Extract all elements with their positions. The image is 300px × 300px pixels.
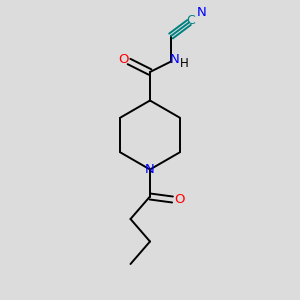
- Text: N: N: [197, 6, 206, 20]
- Text: N: N: [145, 163, 155, 176]
- Text: H: H: [180, 57, 189, 70]
- Text: N: N: [170, 52, 180, 66]
- Text: O: O: [174, 193, 184, 206]
- Text: C: C: [186, 14, 195, 28]
- Text: O: O: [118, 52, 129, 66]
